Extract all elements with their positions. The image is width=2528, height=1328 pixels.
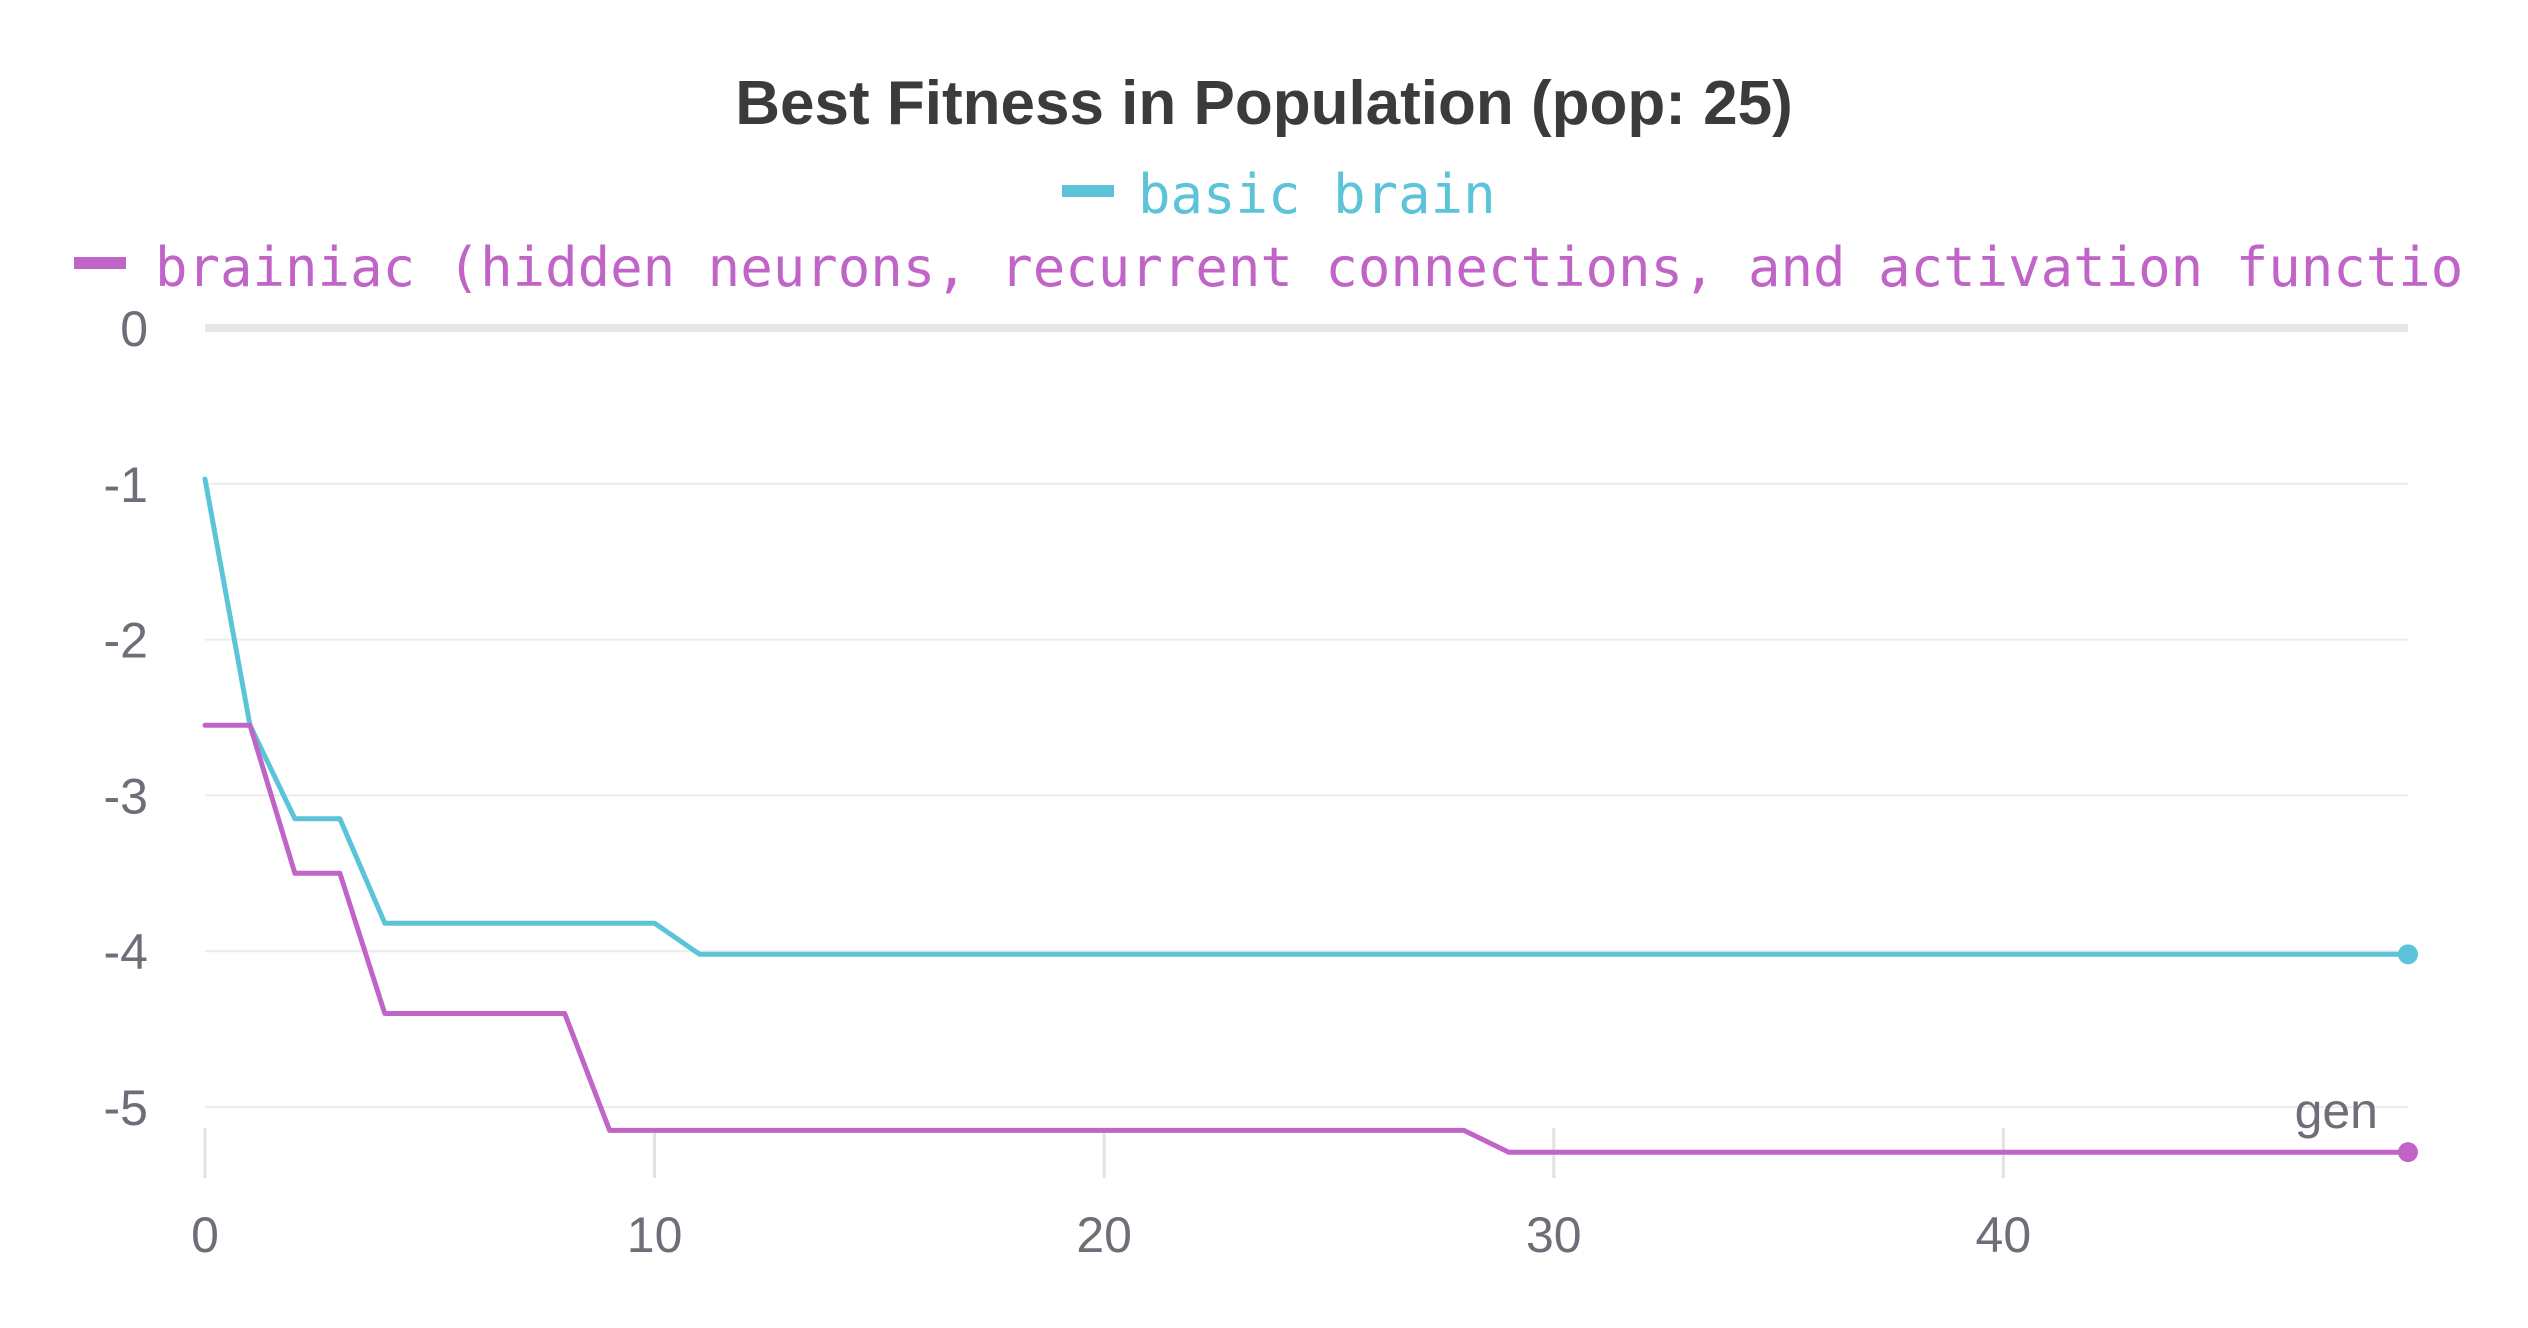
- x-tick-label: 0: [191, 1207, 219, 1263]
- x-axis: 0 10 20 30 40: [191, 1128, 2031, 1263]
- series-line-1[interactable]: [202, 722, 2411, 1155]
- series-endpoint-0[interactable]: [2398, 944, 2418, 965]
- y-tick-label: -3: [104, 768, 148, 824]
- y-axis: 0 -1 -2 -3 -4 -5: [104, 301, 148, 1136]
- y-tick-label: -5: [104, 1080, 148, 1136]
- series-endpoint-1[interactable]: [2398, 1142, 2418, 1163]
- legend: basic brain brainiac (hidden neurons, re…: [74, 163, 2463, 299]
- chart-title: Best Fitness in Population (pop: 25): [735, 69, 1792, 138]
- legend-label-basic-brain[interactable]: basic brain: [1138, 163, 1496, 226]
- x-tick-label: 40: [1976, 1207, 2032, 1263]
- gridlines: [205, 324, 2408, 1108]
- x-tick-label: 30: [1526, 1207, 1582, 1263]
- y-tick-label: 0: [120, 301, 148, 357]
- series-group: [202, 476, 2418, 1163]
- x-tick-label: 10: [627, 1207, 683, 1263]
- y-tick-label: -1: [104, 457, 148, 513]
- y-tick-label: -2: [104, 613, 148, 669]
- x-axis-label: gen: [2295, 1083, 2378, 1139]
- legend-label-brainiac[interactable]: brainiac (hidden neurons, recurrent conn…: [155, 236, 2463, 299]
- x-tick-label: 20: [1076, 1207, 1132, 1263]
- series-line-0[interactable]: [202, 476, 2411, 957]
- y-tick-label: -4: [104, 924, 148, 980]
